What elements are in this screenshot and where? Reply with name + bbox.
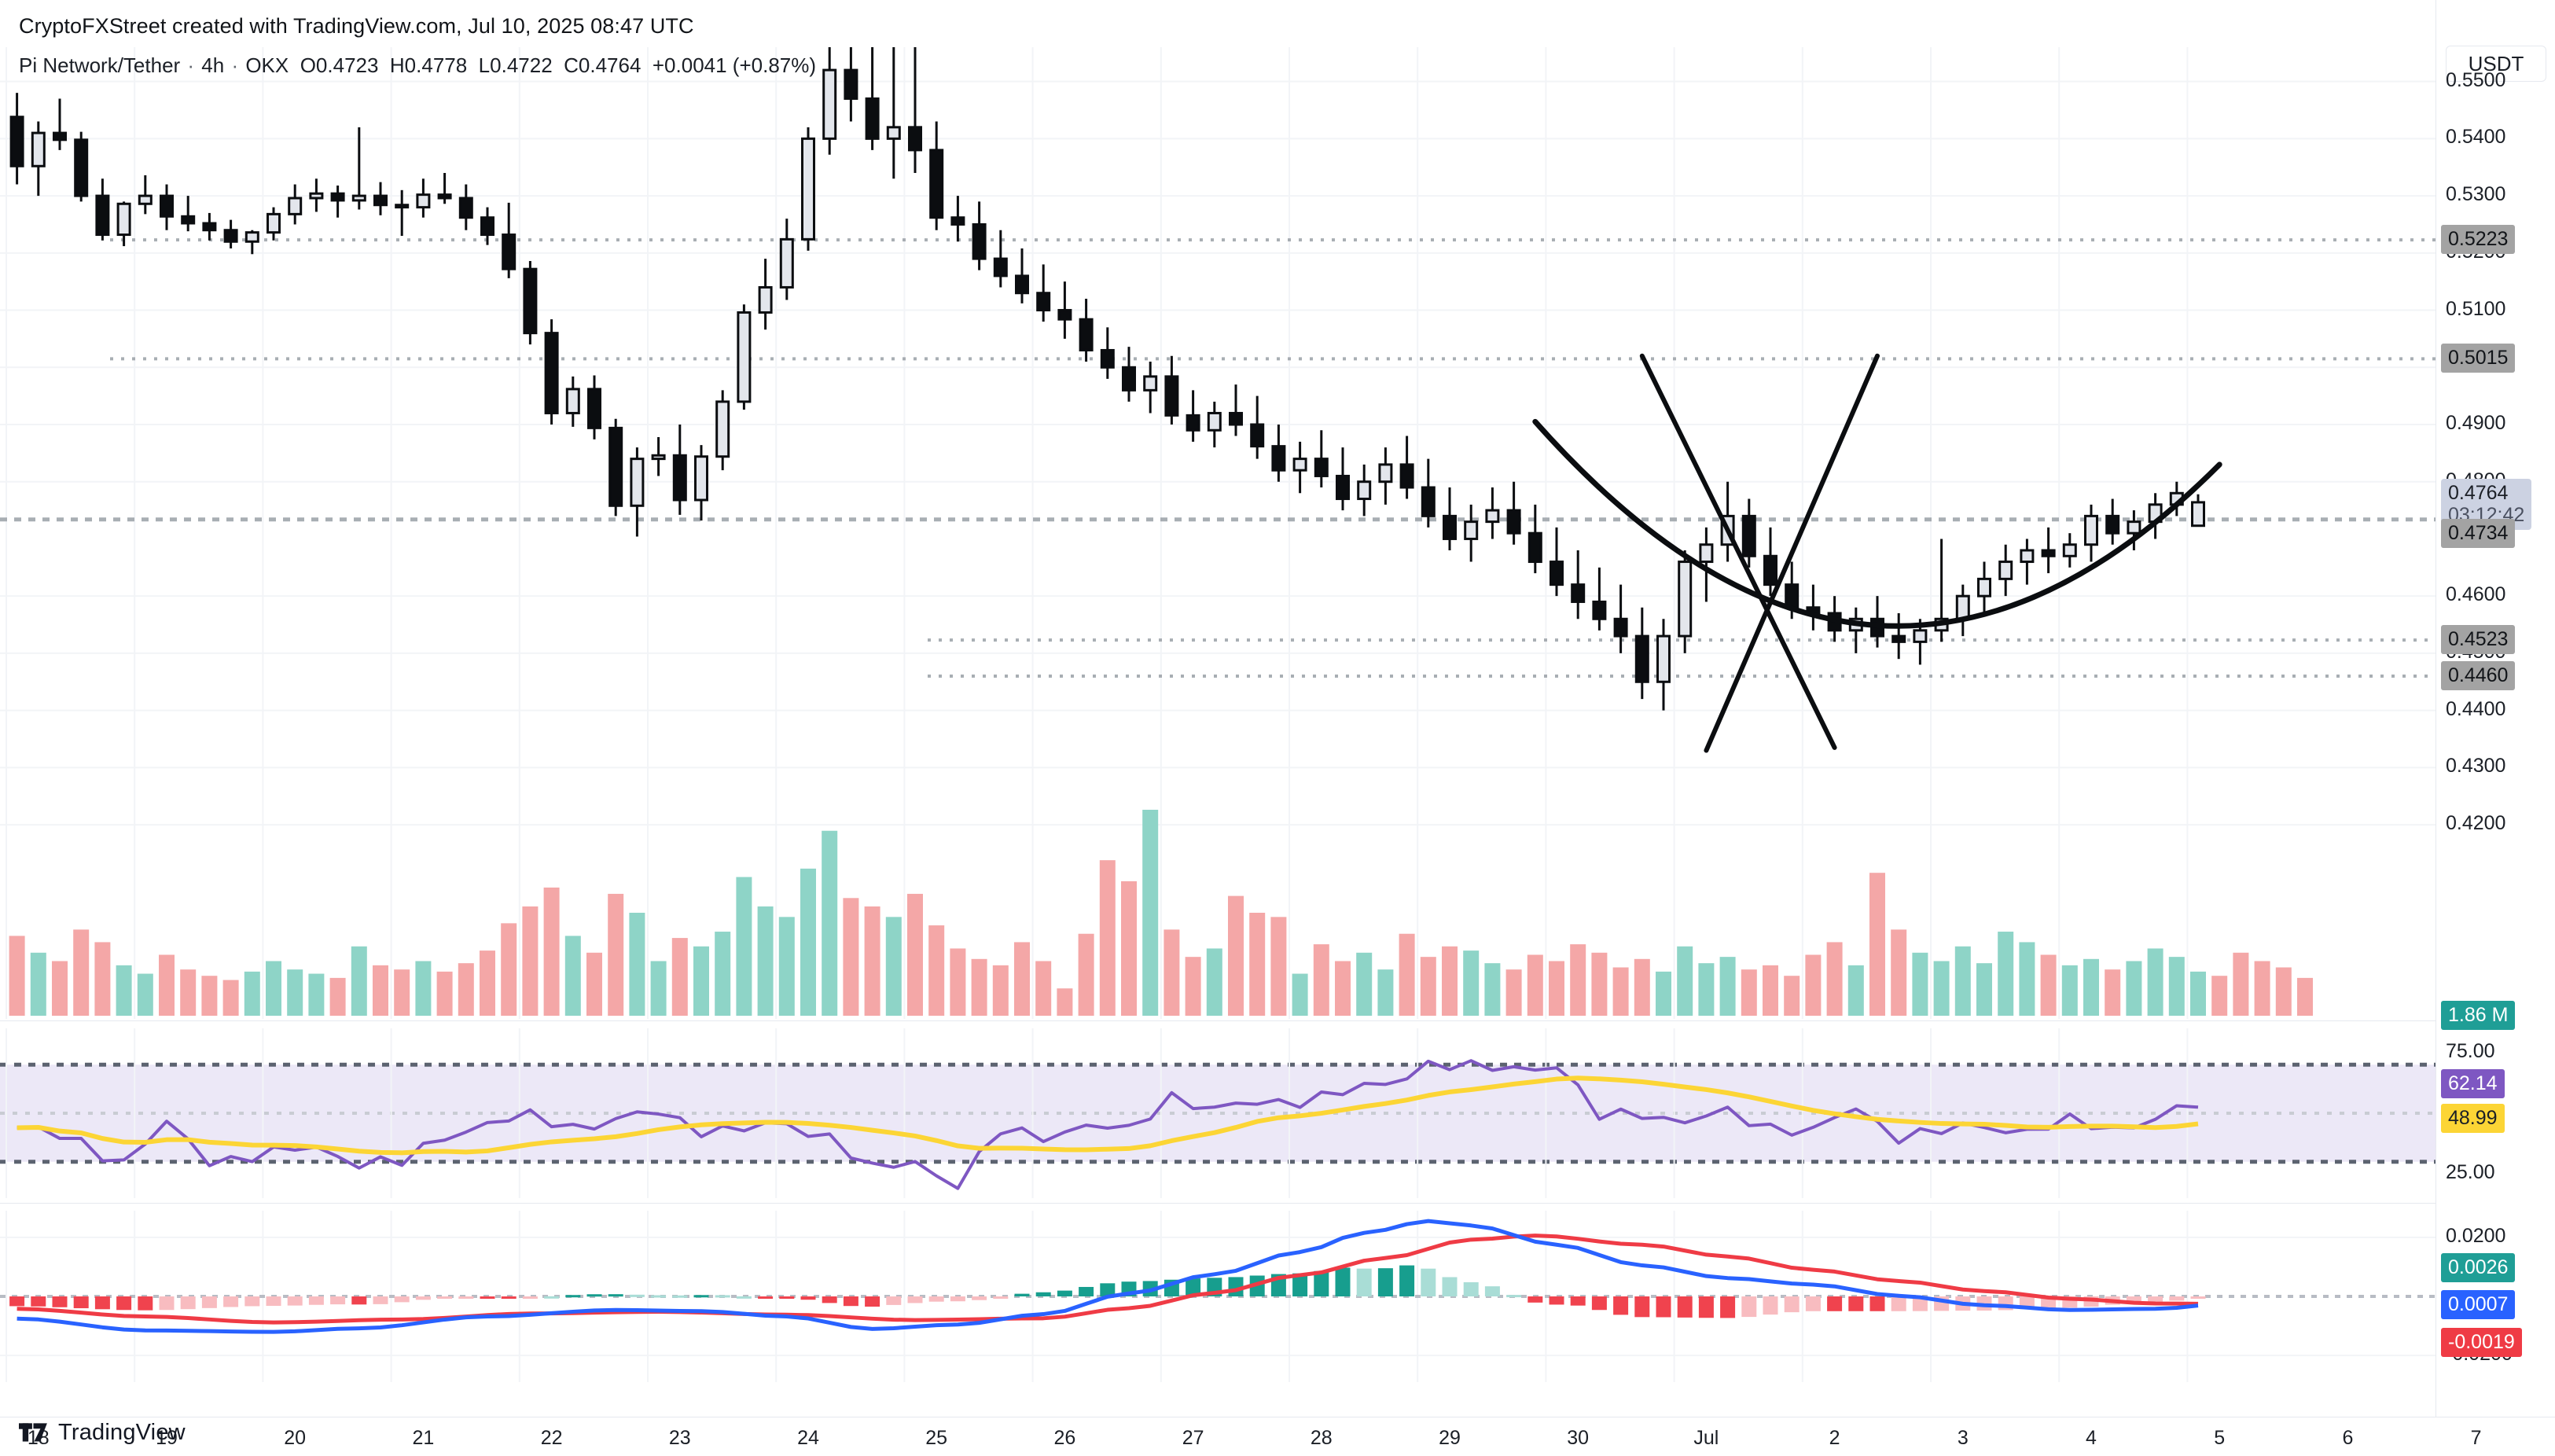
time-tick-23: 23 (668, 1427, 691, 1449)
time-tick-6: 6 (2342, 1427, 2354, 1449)
macd-histogram-badge[interactable]: 0.0026 (2441, 1253, 2516, 1283)
time-tick-24: 24 (797, 1427, 819, 1449)
price-tick-05100: 0.5100 (2446, 297, 2506, 320)
rsi-pane[interactable] (0, 1028, 2436, 1198)
tradingview-logo-icon (19, 1422, 47, 1442)
macd-chart-svg (0, 1211, 2436, 1382)
macd-value-badge[interactable]: 0.0007 (2441, 1290, 2516, 1320)
time-tick-5: 5 (2214, 1427, 2226, 1449)
time-tick-22: 22 (540, 1427, 563, 1449)
price-tick-05300: 0.5300 (2446, 183, 2506, 206)
time-axis[interactable]: 18192021222324252627282930Jul23456789101… (0, 1417, 2555, 1456)
pane-divider-macd (0, 1203, 2436, 1204)
rsi-value-badge[interactable]: 62.14 (2441, 1068, 2505, 1098)
price-tick-04900: 0.4900 (2446, 412, 2506, 434)
rsi-ma-badge[interactable]: 48.99 (2441, 1104, 2505, 1134)
legend-exchange[interactable]: OKX (245, 53, 289, 77)
legend-high: H0.4778 (389, 53, 468, 77)
time-tick-26: 26 (1053, 1427, 1076, 1449)
price-badge-4523[interactable]: 0.4523 (2441, 625, 2516, 655)
price-tick-05500: 0.5500 (2446, 68, 2506, 91)
price-chart-svg (0, 47, 2436, 1019)
tradingview-wordmark: TradingView (58, 1420, 186, 1445)
time-tick-7: 7 (2470, 1427, 2482, 1449)
time-tick-28: 28 (1310, 1427, 1333, 1449)
price-tick-05400: 0.5400 (2446, 126, 2506, 149)
price-tick-04400: 0.4400 (2446, 697, 2506, 720)
rsi-chart-svg (0, 1028, 2436, 1198)
macd-signal-badge[interactable]: -0.0019 (2441, 1328, 2522, 1358)
price-pane[interactable] (0, 47, 2436, 1019)
volume-badge[interactable]: 1.86 M (2441, 1001, 2516, 1030)
time-tick-21: 21 (412, 1427, 435, 1449)
time-tick-25: 25 (925, 1427, 948, 1449)
macd-tick-positive: 0.0200 (2446, 1224, 2506, 1247)
price-tick-04300: 0.4300 (2446, 755, 2506, 778)
pane-divider-rsi (0, 1020, 2436, 1021)
legend-change: +0.0041 (+0.87%) (652, 53, 817, 77)
rsi-tick-25: 25.00 (2446, 1161, 2495, 1184)
legend-open: O0.4723 (300, 53, 379, 77)
attribution-text: CryptoFXStreet created with TradingView.… (19, 14, 694, 38)
price-badge-5015[interactable]: 0.5015 (2441, 344, 2516, 373)
macd-pane[interactable] (0, 1211, 2436, 1382)
currency-chip[interactable]: USDT (2446, 46, 2546, 82)
time-tick-20: 20 (284, 1427, 307, 1449)
time-tick-Jul: Jul (1693, 1427, 1719, 1449)
legend-close: C0.4764 (564, 53, 642, 77)
price-axis[interactable]: USDT 0.55000.54000.53000.52000.51000.500… (2436, 0, 2555, 1417)
time-tick-19: 19 (156, 1427, 178, 1449)
legend-symbol[interactable]: Pi Network/Tether (19, 53, 181, 77)
price-badge-5223[interactable]: 0.5223 (2441, 225, 2516, 255)
time-tick-29: 29 (1439, 1427, 1461, 1449)
time-tick-27: 27 (1182, 1427, 1204, 1449)
time-tick-3: 3 (1957, 1427, 1969, 1449)
price-tick-04200: 0.4200 (2446, 812, 2506, 835)
chart-legend: Pi Network/Tether · 4h · OKX O0.4723 H0.… (19, 53, 817, 77)
legend-low: L0.4722 (478, 53, 553, 77)
time-tick-30: 30 (1567, 1427, 1590, 1449)
rsi-tick-75: 75.00 (2446, 1039, 2495, 1062)
tradingview-footer: TradingView (19, 1420, 186, 1446)
legend-interval[interactable]: 4h (201, 53, 225, 77)
time-tick-4: 4 (2086, 1427, 2097, 1449)
time-tick-2: 2 (1829, 1427, 1840, 1449)
price-badge-4734[interactable]: 0.4734 (2441, 518, 2516, 548)
price-tick-04600: 0.4600 (2446, 583, 2506, 606)
price-badge-4460[interactable]: 0.4460 (2441, 661, 2516, 690)
